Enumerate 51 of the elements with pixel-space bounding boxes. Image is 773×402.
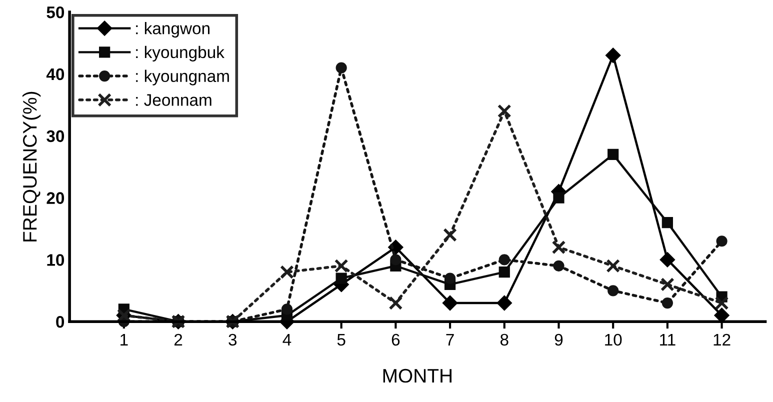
y-tick-label: 0 (56, 316, 64, 328)
point (660, 278, 674, 292)
point (444, 272, 456, 284)
point (552, 240, 566, 254)
x-tick-label: 4 (282, 334, 292, 346)
point (608, 285, 619, 296)
point (662, 216, 673, 228)
point (660, 252, 676, 268)
legend-label: : Jeonnam (136, 94, 212, 106)
y-tick-label: 10 (47, 254, 64, 266)
point (498, 254, 510, 266)
y-tick-label: 20 (46, 192, 64, 204)
x-tick-label: 3 (228, 334, 237, 346)
point (334, 258, 348, 273)
point (498, 266, 510, 278)
point (606, 48, 621, 63)
point (553, 192, 564, 204)
x-tick-label: 5 (337, 334, 346, 346)
y-tick-label: 30 (46, 130, 64, 142)
legend-label: : kyoungbuk (136, 46, 224, 62)
legend-label: : kangwon (136, 22, 210, 38)
point (390, 254, 402, 266)
x-axis-title: MONTH (383, 368, 452, 383)
point (443, 228, 457, 242)
y-axis-title: FREQUENCY(%) (22, 92, 41, 242)
point (497, 104, 512, 118)
y-tick-label: 40 (46, 68, 64, 80)
y-tick-label: 50 (46, 6, 64, 18)
x-tick-label: 6 (392, 334, 400, 346)
point (388, 296, 403, 310)
x-tick-label: 9 (554, 334, 563, 346)
x-tick-label: 1 (120, 334, 128, 346)
x-tick-label: 7 (446, 334, 454, 346)
x-tick-label: 10 (605, 334, 622, 346)
point (336, 272, 347, 284)
point (553, 260, 564, 272)
point (280, 265, 294, 280)
point (608, 148, 619, 160)
point (442, 295, 458, 311)
x-tick-label: 8 (500, 334, 508, 346)
legend-label: : kyoungnam (136, 70, 229, 86)
point (606, 258, 620, 273)
point (662, 297, 673, 309)
x-tick-label: 12 (714, 334, 730, 346)
point (714, 296, 729, 310)
point (716, 236, 728, 247)
x-tick-label: 2 (174, 334, 182, 346)
point (496, 295, 512, 311)
point (336, 62, 347, 74)
point (281, 304, 293, 315)
x-tick-label: 11 (660, 334, 676, 346)
